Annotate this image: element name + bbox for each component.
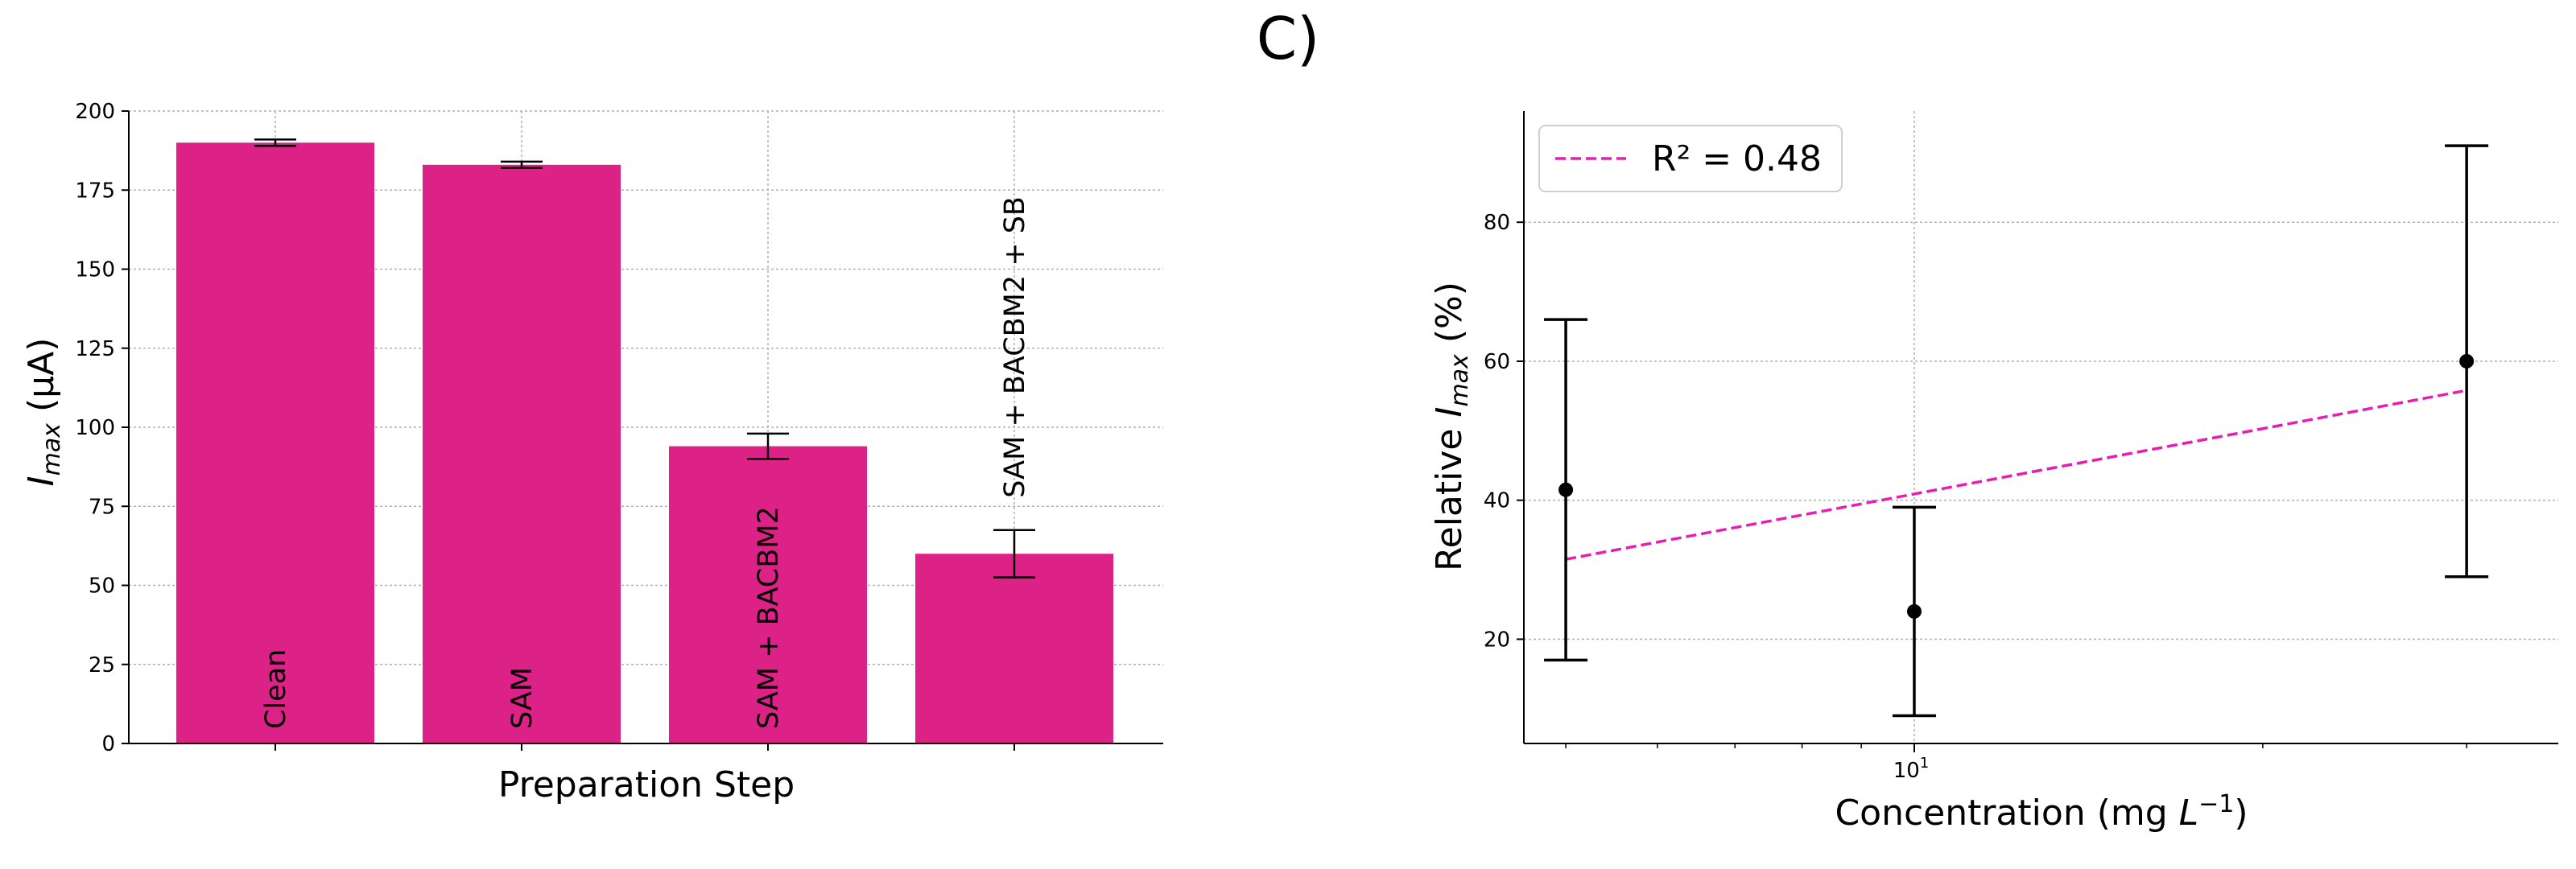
bar-1 xyxy=(423,164,621,743)
left-ytick-label: 100 xyxy=(75,416,115,440)
left-ytick-label: 150 xyxy=(75,258,115,282)
fit-line xyxy=(1565,389,2467,561)
left-ytick-label: 125 xyxy=(75,337,115,361)
left-ytick-label: 25 xyxy=(89,653,115,677)
data-point-0 xyxy=(1558,482,1574,497)
left-ytick-label: 50 xyxy=(89,575,115,599)
right-y-axis-label: Relative Imax (%) xyxy=(1429,282,1474,571)
data-point-2 xyxy=(2459,353,2475,369)
left-ytick-label: 200 xyxy=(75,100,115,124)
panel-title: C) xyxy=(1256,5,1320,72)
legend: R² = 0.48 xyxy=(1538,125,1843,192)
right-ytick-label: 20 xyxy=(1484,628,1510,652)
bar-label-1: SAM xyxy=(506,667,539,729)
bar-label-2: SAM + BACBM2 xyxy=(753,506,785,729)
bar-3 xyxy=(915,554,1113,743)
legend-box xyxy=(1538,125,1843,192)
bar-label-3: SAM + BACBM2 + SB xyxy=(999,196,1031,498)
left-x-axis-label: Preparation Step xyxy=(498,764,795,805)
bar-0 xyxy=(176,142,374,744)
legend-label: R² = 0.48 xyxy=(1652,138,1822,179)
bar-label-0: Clean xyxy=(260,649,292,729)
left-ytick-label: 75 xyxy=(89,495,115,519)
left-ytick-label: 0 xyxy=(101,732,115,756)
bar-2 xyxy=(669,446,867,743)
left-ytick-label: 175 xyxy=(75,179,115,203)
right-x-axis-label: Concentration (mg L−1) xyxy=(1835,790,2248,834)
right-xtick-label: 101 xyxy=(1893,755,1930,783)
right-ytick-label: 60 xyxy=(1484,350,1510,374)
right-ytick-label: 80 xyxy=(1484,211,1510,235)
left-y-axis-label: Imax (μA) xyxy=(21,338,66,487)
right-ytick-label: 40 xyxy=(1484,489,1510,513)
data-point-1 xyxy=(1906,603,1922,619)
